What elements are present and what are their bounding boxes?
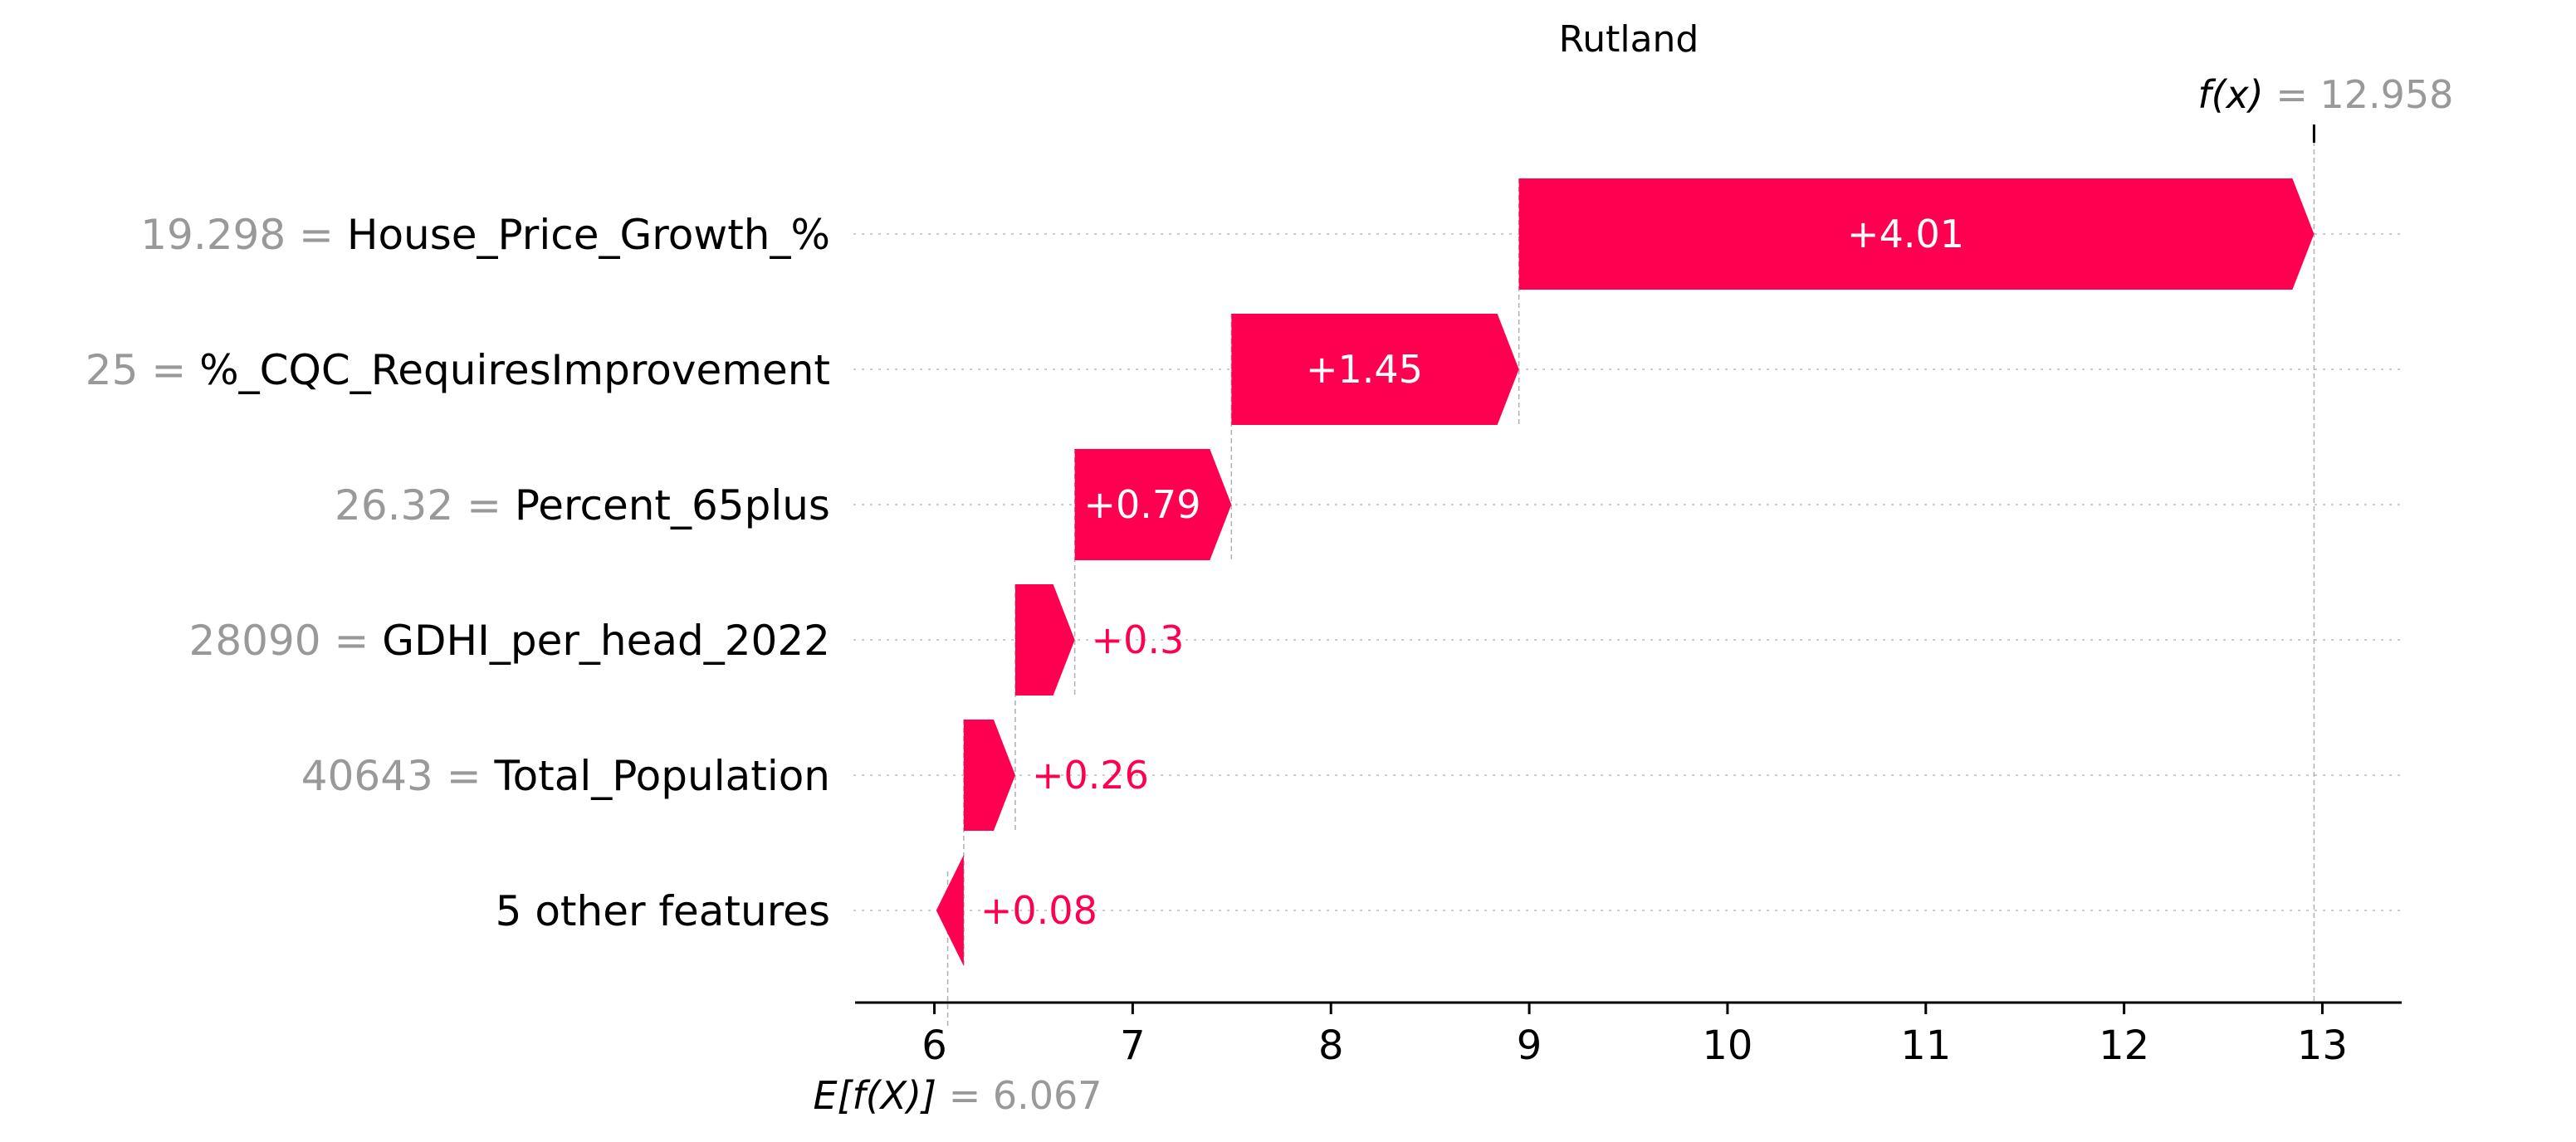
- feature-name: 5 other features: [496, 887, 830, 935]
- feature-label: 26.32 = Percent_65plus: [335, 481, 830, 530]
- x-tick-label: 6: [921, 1022, 947, 1069]
- bar-value-label: +4.01: [1847, 212, 1964, 256]
- fx-value: = 12.958: [2275, 72, 2453, 117]
- feature-label: 25 = %_CQC_RequiresImprovement: [86, 346, 830, 394]
- feature-name: Percent_65plus: [515, 481, 830, 530]
- feature-label: 40643 = Total_Population: [301, 752, 830, 800]
- waterfall-bar: [936, 855, 964, 966]
- bar-value-label: +0.08: [980, 888, 1097, 933]
- feature-name: GDHI_per_head_2022: [382, 617, 830, 665]
- feature-value: 40643 =: [301, 752, 495, 800]
- x-tick-label: 9: [1517, 1022, 1542, 1069]
- base-value-value: = 6.067: [949, 1073, 1102, 1118]
- base-value-label: E[f(X)]: [814, 1073, 949, 1118]
- base-value-annotation: E[f(X)] = 6.067: [814, 1073, 1102, 1118]
- chart-title: Rutland: [1559, 18, 1699, 61]
- feature-name: Total_Population: [494, 752, 830, 800]
- bar-value-label: +0.26: [1032, 753, 1149, 798]
- feature-name: %_CQC_RequiresImprovement: [199, 346, 830, 394]
- bar-value-label: +0.79: [1084, 482, 1201, 527]
- waterfall-bar: [963, 720, 1015, 831]
- x-tick-label: 11: [1900, 1022, 1951, 1069]
- feature-value: 26.32 =: [335, 481, 515, 530]
- bar-value-label: +1.45: [1306, 347, 1423, 392]
- waterfall-bar: [1074, 449, 1232, 560]
- x-tick-label: 10: [1702, 1022, 1752, 1069]
- feature-label: 19.298 = House_Price_Growth_%: [140, 211, 830, 259]
- waterfall-bar: [1518, 178, 2314, 290]
- fx-label: f(x): [2197, 72, 2275, 117]
- feature-value: 19.298 =: [140, 211, 347, 259]
- x-tick-label: 12: [2099, 1022, 2149, 1069]
- feature-name: House_Price_Growth_%: [347, 211, 830, 259]
- bar-value-label: +0.3: [1092, 617, 1185, 662]
- x-tick-label: 7: [1120, 1022, 1146, 1069]
- feature-value: 28090 =: [189, 617, 383, 665]
- feature-label: 5 other features: [496, 887, 830, 935]
- waterfall-bar: [1231, 314, 1519, 425]
- x-tick-label: 8: [1318, 1022, 1344, 1069]
- x-tick-label: 13: [2297, 1022, 2348, 1069]
- feature-label: 28090 = GDHI_per_head_2022: [189, 617, 830, 665]
- feature-value: 25 =: [86, 346, 199, 394]
- waterfall-bar: [1014, 584, 1075, 695]
- fx-annotation: f(x) = 12.958: [2197, 72, 2453, 117]
